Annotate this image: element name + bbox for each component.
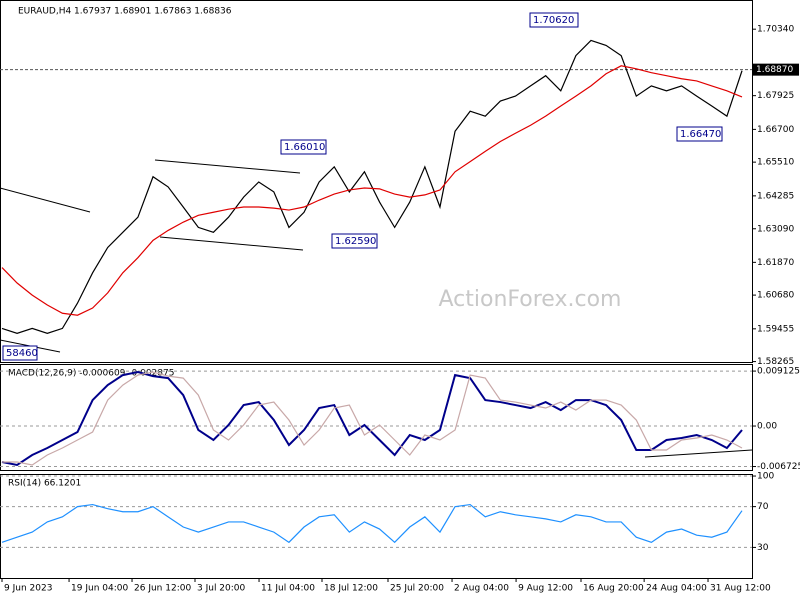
y-tick-label: 1.65510: [757, 158, 794, 168]
x-tick-label: 3 Jul 20:00: [197, 584, 246, 594]
series-line: [1, 65, 743, 316]
annotation: 1.70620: [533, 15, 574, 26]
annotation-box: [331, 233, 378, 249]
rsi-panel: [0, 474, 753, 579]
y-tick-label: 1.58265: [757, 357, 794, 367]
y-tick-label: 1.66700: [757, 125, 794, 135]
series-line: [2, 371, 743, 466]
y-tick-label: 30: [757, 543, 769, 553]
x-tick-label: 18 Jul 12:00: [324, 584, 378, 594]
x-tick-label: 19 Jun 04:00: [71, 584, 128, 594]
macd-panel: [0, 364, 753, 471]
x-tick-label: 9 Jun 2023: [4, 584, 52, 594]
channel-line: [154, 159, 301, 174]
x-tick-label: 9 Aug 12:00: [518, 584, 573, 594]
y-tick-label: 70: [757, 502, 769, 512]
y-tick-label: 1.61870: [757, 258, 794, 268]
series-line: [1, 371, 743, 467]
y-tick-label: 1.70340: [757, 25, 794, 35]
watermark: ActionForex.com: [439, 287, 622, 312]
annotation: 1.62590: [335, 236, 376, 247]
series-line: [1, 39, 743, 335]
macd-trend-line: [644, 449, 753, 458]
macd-title: MACD(12,26,9) -0.000609 -0.002875: [8, 369, 174, 379]
annotation: 1.66010: [284, 142, 325, 153]
channel-line: [159, 236, 304, 251]
series-line: [1, 503, 743, 544]
last-price-box: [753, 63, 799, 76]
y-tick-label: 1.60680: [757, 291, 794, 301]
y-tick-label: 1.67925: [757, 91, 794, 101]
annotation: 58460: [6, 348, 38, 359]
annotation-box: [280, 139, 327, 155]
x-tick-label: 11 Jul 04:00: [261, 584, 315, 594]
y-tick-label: -0.006725: [757, 462, 800, 472]
price-panel: [0, 0, 753, 363]
x-tick-label: 2 Aug 04:00: [454, 584, 509, 594]
x-tick-label: 16 Aug 20:00: [583, 584, 644, 594]
annotation: 1.66470: [680, 129, 721, 140]
x-tick-label: 26 Jun 12:00: [134, 584, 191, 594]
y-tick-label: 1.59455: [757, 324, 794, 334]
y-tick-label: 0.009125: [757, 367, 800, 377]
y-tick-label: 0.00: [757, 422, 777, 432]
x-tick-label: 25 Jul 20:00: [390, 584, 444, 594]
x-tick-label: 24 Aug 04:00: [646, 584, 707, 594]
trend-line: [0, 187, 91, 213]
y-tick-label: 1.63090: [757, 224, 794, 234]
y-tick-label: 1.64285: [757, 191, 794, 201]
last-price-label: 1.68870: [756, 65, 793, 75]
x-tick-label: 31 Aug 12:00: [710, 584, 771, 594]
annotation-box: [529, 12, 579, 28]
annotation-box: [2, 345, 38, 361]
rsi-title: RSI(14) 66.1201: [8, 479, 81, 489]
y-tick-label: 100: [757, 472, 774, 482]
chart-title: EURAUD,H4 1.67937 1.68901 1.67863 1.6883…: [18, 7, 232, 17]
annotation-box: [676, 126, 723, 142]
